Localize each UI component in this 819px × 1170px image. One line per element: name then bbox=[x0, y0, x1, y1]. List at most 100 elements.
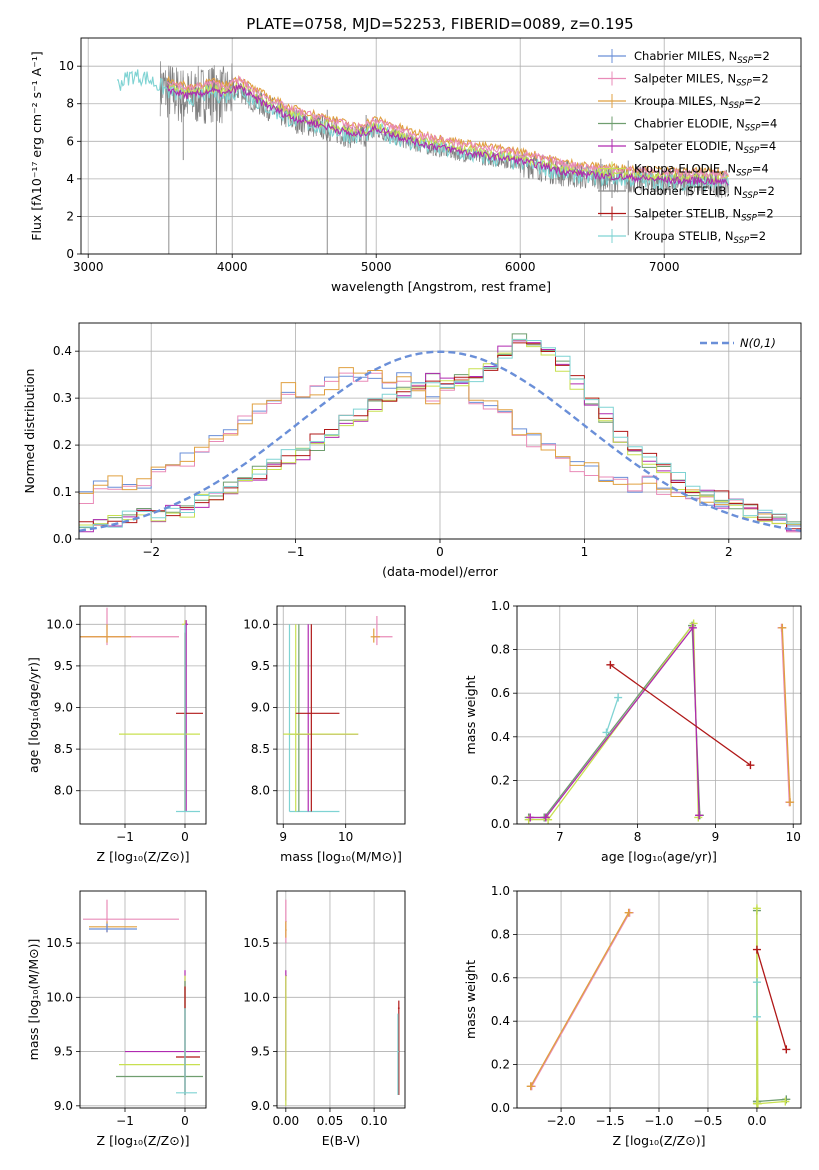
weight-point bbox=[689, 619, 698, 628]
plot-area bbox=[524, 619, 795, 824]
weight-point bbox=[606, 660, 615, 669]
x-axis-label: Z [log₁₀(Z/Z⊙)] bbox=[613, 1133, 706, 1148]
y-tick-label: 8.5 bbox=[251, 742, 270, 756]
y-tick-label: 9.0 bbox=[54, 1099, 73, 1113]
y-tick-label: 0.6 bbox=[491, 686, 510, 700]
x-axis-label: age [log₁₀(age/yr)] bbox=[601, 849, 717, 864]
histogram-step-miles bbox=[79, 367, 801, 539]
weight-point bbox=[688, 623, 697, 632]
model-spectrum-line bbox=[166, 74, 729, 177]
y-tick-label: 10 bbox=[59, 59, 74, 73]
weight-point bbox=[624, 908, 633, 917]
y-tick-label: 0.0 bbox=[491, 817, 510, 831]
y-tick-label: 9.5 bbox=[54, 659, 73, 673]
weight-line bbox=[781, 627, 791, 803]
age-vs-mass-panel: 9 10 8.0 8.5 9.0 9.5 10.0 mass [log₁₀(M/M⊙)] bbox=[243, 605, 406, 864]
y-tick-label: 10.5 bbox=[243, 936, 270, 950]
axes-frame bbox=[80, 37, 802, 255]
grid bbox=[80, 606, 206, 824]
y-tick-label: 4 bbox=[66, 172, 74, 186]
plot-area bbox=[283, 615, 393, 813]
axes-frame bbox=[79, 890, 207, 1109]
weight-point bbox=[753, 1099, 762, 1108]
axes-frame bbox=[276, 890, 406, 1109]
weight-line bbox=[756, 910, 787, 1103]
weight-point bbox=[746, 761, 755, 770]
x-tick-label: −1.5 bbox=[595, 1114, 624, 1128]
legend-entry: N(0,1) bbox=[740, 336, 776, 350]
y-tick-label: 0.3 bbox=[53, 391, 72, 405]
plot-area bbox=[116, 61, 730, 254]
plot-area bbox=[83, 899, 203, 1095]
weight-line bbox=[756, 908, 786, 1105]
x-tick-label: 0.00 bbox=[272, 1114, 299, 1128]
model-spectrum-line bbox=[166, 76, 729, 180]
weight-point bbox=[752, 904, 761, 913]
weight-point bbox=[782, 1045, 791, 1054]
x-tick-label: 10 bbox=[786, 830, 801, 844]
weight-vs-metallicity-panel: −2.0 −1.5 −1.0 −0.5 0.0 0.0 0.2 0.4 0.6 0.8 1.0 Z [… bbox=[463, 884, 802, 1148]
y-tick-label: 0.0 bbox=[491, 1101, 510, 1115]
x-tick-label: −2 bbox=[142, 545, 160, 559]
x-axis-label: (data-model)/error bbox=[382, 564, 499, 579]
figure-title: PLATE=0758, MJD=52253, FIBERID=0089, z=0… bbox=[246, 15, 633, 33]
legend-entry: Salpeter ELODIE, NSSP=4 bbox=[634, 139, 776, 156]
weight-line bbox=[528, 623, 701, 819]
x-tick-label: −1 bbox=[116, 830, 134, 844]
y-tick-label: 9.5 bbox=[251, 659, 270, 673]
x-tick-label: −0.5 bbox=[693, 1114, 722, 1128]
y-tick-label: 0.8 bbox=[491, 927, 510, 941]
weight-point bbox=[778, 623, 787, 632]
y-tick-label: 8 bbox=[66, 97, 74, 111]
y-axis-label: age [log₁₀(age/yr)] bbox=[26, 657, 41, 773]
x-tick-label: 7 bbox=[556, 830, 564, 844]
weight-line bbox=[530, 912, 630, 1087]
x-tick-label: 0 bbox=[436, 545, 444, 559]
y-axis-label: mass weight bbox=[463, 960, 478, 1039]
x-tick-label: −1 bbox=[287, 545, 305, 559]
legend-entry: Salpeter STELIB, NSSP=2 bbox=[634, 207, 774, 224]
axes-frame bbox=[516, 890, 802, 1109]
weight-point bbox=[752, 978, 761, 987]
legend-entry: Kroupa ELODIE, NSSP=4 bbox=[634, 162, 769, 179]
y-tick-label: 2 bbox=[66, 209, 74, 223]
y-tick-label: 0.1 bbox=[53, 485, 72, 499]
x-tick-label: 3000 bbox=[73, 260, 104, 274]
x-tick-label: 0.10 bbox=[361, 1114, 388, 1128]
normal-curve bbox=[79, 350, 801, 532]
y-tick-label: 0.8 bbox=[491, 643, 510, 657]
weight-point bbox=[781, 1097, 790, 1106]
mass-vs-metallicity-panel: −1 0 9.0 9.5 10.0 10.5 Z [log₁₀(Z/Z⊙)] mass [lo… bbox=[26, 890, 207, 1148]
weight-point bbox=[786, 798, 795, 807]
axes-frame bbox=[516, 605, 802, 825]
y-tick-label: 10.5 bbox=[46, 936, 73, 950]
weight-point bbox=[602, 728, 611, 737]
x-tick-label: 10 bbox=[338, 830, 353, 844]
plot-area bbox=[79, 333, 801, 539]
y-tick-label: 1.0 bbox=[491, 599, 510, 613]
x-axis-label: wavelength [Angstrom, rest frame] bbox=[331, 279, 551, 294]
spectrum-legend: Chabrier MILES, NSSP=2 Salpeter MILES, NS… bbox=[598, 49, 777, 246]
x-tick-label: 0 bbox=[181, 1114, 189, 1128]
y-tick-label: 9.0 bbox=[54, 701, 73, 715]
y-tick-label: 10.0 bbox=[243, 617, 270, 631]
legend-entry: Kroupa STELIB, NSSP=2 bbox=[634, 229, 766, 246]
legend-entry: Salpeter MILES, NSSP=2 bbox=[634, 72, 769, 89]
weight-line bbox=[530, 625, 700, 819]
residual-histogram-panel: −2 −1 0 1 2 0.0 0.1 0.2 0.3 0.4 (data-model)/error… bbox=[22, 322, 802, 579]
weight-line bbox=[610, 664, 751, 766]
y-tick-label: 9.0 bbox=[251, 701, 270, 715]
grid bbox=[80, 891, 206, 1108]
x-tick-label: −1.0 bbox=[644, 1114, 673, 1128]
x-tick-label: 6000 bbox=[505, 260, 536, 274]
legend-entry: Chabrier MILES, NSSP=2 bbox=[634, 49, 770, 66]
y-tick-label: 9.0 bbox=[251, 1099, 270, 1113]
mass-vs-extinction-panel: 0.00 0.05 0.10 9.0 9.5 10.0 10.5 E(B-V) bbox=[243, 890, 406, 1148]
x-tick-label: 7000 bbox=[649, 260, 680, 274]
y-tick-label: 10.0 bbox=[46, 617, 73, 631]
x-tick-label: −2.0 bbox=[546, 1114, 575, 1128]
y-tick-label: 8.0 bbox=[54, 784, 73, 798]
plot-area bbox=[80, 607, 203, 813]
x-tick-label: 8 bbox=[634, 830, 642, 844]
